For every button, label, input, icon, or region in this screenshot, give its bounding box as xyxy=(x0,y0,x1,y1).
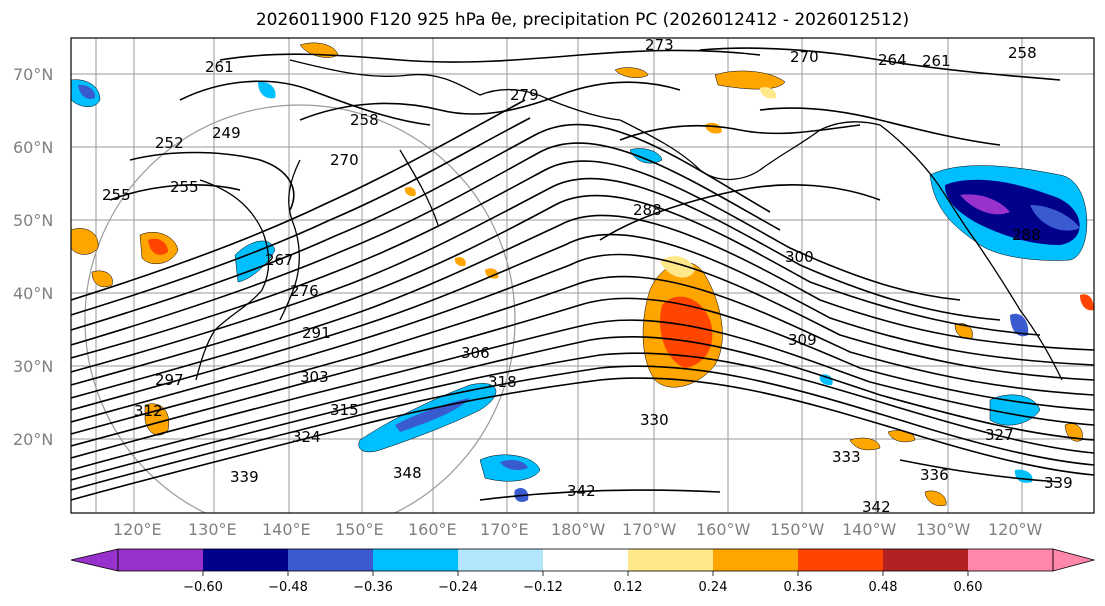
contour-label: 276 xyxy=(290,282,319,300)
colorbar-bin xyxy=(713,549,798,571)
latitude-labels: 70°N 60°N 50°N 40°N 30°N 20°N xyxy=(13,65,53,449)
colorbar-bin xyxy=(288,549,373,571)
colorbar-tick-label: 0.48 xyxy=(869,580,898,595)
lat-label: 30°N xyxy=(13,357,53,376)
colorbar-tick-label: 0.36 xyxy=(784,580,813,595)
colorbar-bin xyxy=(203,549,288,571)
contour-label: 324 xyxy=(292,428,321,446)
lat-label: 70°N xyxy=(13,65,53,84)
colorbar-bin xyxy=(373,549,458,571)
colorbar-tick-label: −0.12 xyxy=(523,580,563,595)
contour-label: 348 xyxy=(393,464,422,482)
lon-label: 120°W xyxy=(988,520,1043,539)
colorbar-tick-label: −0.48 xyxy=(268,580,308,595)
contour-label: 258 xyxy=(350,111,379,129)
coastlines xyxy=(195,59,1063,381)
contour-label: 333 xyxy=(832,448,861,466)
lon-label: 150°W xyxy=(770,520,825,539)
contour-label: 312 xyxy=(134,402,163,420)
lon-label: 140°E xyxy=(262,520,311,539)
contour-label: 279 xyxy=(510,86,539,104)
range-circle xyxy=(84,104,516,513)
contour-label: 267 xyxy=(265,251,294,269)
contour-label: 339 xyxy=(1044,474,1073,492)
colorbar-extend-min xyxy=(70,548,119,572)
colorbar-tick-label: −0.24 xyxy=(438,580,478,595)
colorbar: −0.60 −0.48 −0.36 −0.24 −0.12 0.12 0.24 … xyxy=(70,548,1096,595)
contour-label: 255 xyxy=(170,178,199,196)
colorbar-bin xyxy=(883,549,968,571)
contour-label: 330 xyxy=(640,411,669,429)
lon-label: 170°E xyxy=(480,520,529,539)
contour-label: 336 xyxy=(920,466,949,484)
theta-e-contours xyxy=(71,47,1094,501)
positive-precip-core xyxy=(660,296,713,368)
contour-label: 303 xyxy=(300,368,329,386)
contour-label: 261 xyxy=(922,52,951,70)
colorbar-bin xyxy=(118,549,203,571)
colorbar-tick-label: 0.60 xyxy=(954,580,983,595)
lon-label: 130°W xyxy=(916,520,971,539)
lon-label: 180°W xyxy=(551,520,606,539)
lon-label: 170°W xyxy=(622,520,677,539)
colorbar-bin xyxy=(798,549,883,571)
contour-labels: 273 270 264 261 258 261 255 252 249 258 … xyxy=(102,36,1073,516)
lat-label: 50°N xyxy=(13,211,53,230)
colorbar-ticks xyxy=(202,571,969,576)
colorbar-tick-label: −0.60 xyxy=(183,580,223,595)
contour-label: 342 xyxy=(567,482,596,500)
lon-label: 160°W xyxy=(696,520,751,539)
contour-label: 261 xyxy=(205,58,234,76)
contour-label: 342 xyxy=(862,498,891,516)
contour-label: 273 xyxy=(645,36,674,54)
contour-label: 264 xyxy=(878,51,907,69)
contour-label: 258 xyxy=(1008,44,1037,62)
contour-label: 252 xyxy=(155,134,184,152)
lon-label: 120°E xyxy=(113,520,162,539)
colorbar-bin xyxy=(543,549,628,571)
map-frame xyxy=(70,37,1095,514)
contour-label: 327 xyxy=(985,426,1014,444)
map-title: 2026011900 F120 925 hPa θe, precipitatio… xyxy=(255,10,910,30)
contour-label: 288 xyxy=(633,201,662,219)
lon-label: 140°W xyxy=(842,520,897,539)
precip-shading xyxy=(71,42,1094,506)
colorbar-extend-max xyxy=(1052,548,1096,572)
colorbar-tick-label: 0.12 xyxy=(614,580,643,595)
lat-label: 20°N xyxy=(13,430,53,449)
contour-label: 309 xyxy=(788,331,817,349)
contour-label: 270 xyxy=(330,151,359,169)
colorbar-tick-label: −0.36 xyxy=(353,580,393,595)
colorbar-tick-label: 0.24 xyxy=(699,580,728,595)
lat-label: 60°N xyxy=(13,138,53,157)
contour-label: 300 xyxy=(785,248,814,266)
contour-label: 249 xyxy=(212,124,241,142)
lon-label: 130°E xyxy=(188,520,237,539)
contour-label: 318 xyxy=(488,373,517,391)
lon-label: 150°E xyxy=(335,520,384,539)
lon-label: 160°E xyxy=(408,520,457,539)
colorbar-bin xyxy=(968,549,1053,571)
contour-label: 288 xyxy=(1012,226,1041,244)
contour-label: 315 xyxy=(330,401,359,419)
colorbar-outline xyxy=(117,548,1054,572)
contour-label: 255 xyxy=(102,186,131,204)
contour-label: 291 xyxy=(302,324,331,342)
contour-label: 306 xyxy=(461,344,490,362)
contour-label: 297 xyxy=(155,371,184,389)
contour-label: 339 xyxy=(230,468,259,486)
contour-label: 270 xyxy=(790,48,819,66)
lat-label: 40°N xyxy=(13,284,53,303)
colorbar-bin xyxy=(458,549,543,571)
colorbar-bin xyxy=(628,549,713,571)
longitude-labels: 120°E 130°E 140°E 150°E 160°E 170°E 180°… xyxy=(113,520,1043,539)
